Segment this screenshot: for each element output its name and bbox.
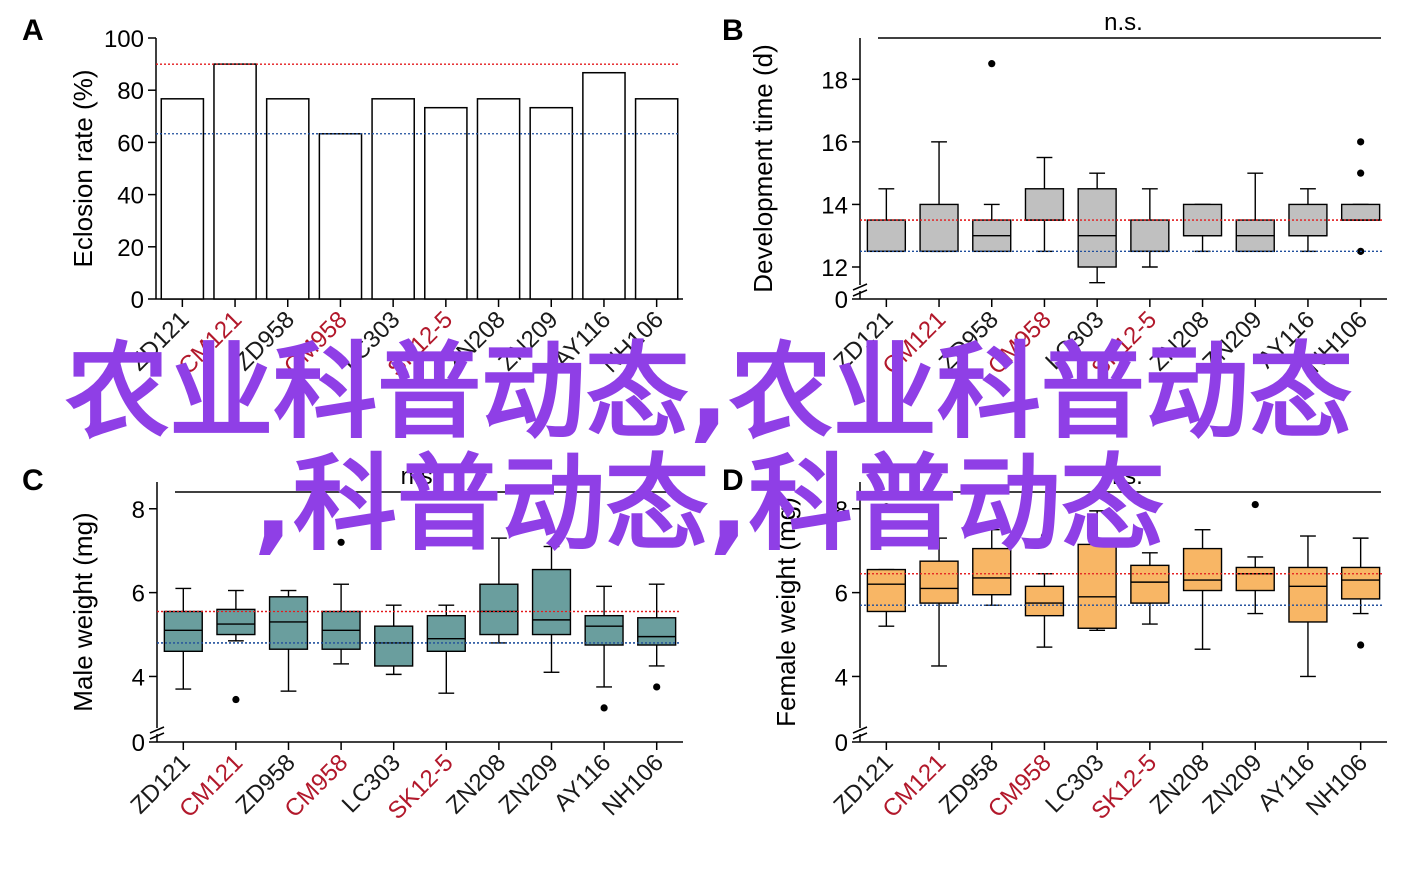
- box: [972, 547, 1012, 596]
- y-tick-label: 4: [835, 664, 848, 691]
- y-tick-label: 14: [821, 192, 848, 219]
- box: [584, 614, 624, 646]
- x-tick-label: ZN209: [494, 749, 564, 819]
- y-axis-label: Male weight (mg): [68, 512, 98, 711]
- outlier-point: [1040, 532, 1049, 540]
- outlier-point: [882, 503, 890, 511]
- panel-letter: B: [722, 14, 744, 47]
- significance-label: n.s.: [401, 463, 440, 490]
- bar: [582, 71, 626, 300]
- axis-break-mark: [149, 726, 165, 734]
- box: [866, 219, 907, 253]
- axis-break-mark: [852, 289, 868, 297]
- x-tick-label: ZN208: [1145, 306, 1215, 376]
- box: [1288, 566, 1328, 623]
- y-tick-label: 0: [131, 287, 144, 314]
- axis-break-mark: [852, 732, 868, 740]
- y-axis-label: Female weight (mg): [771, 497, 801, 727]
- axis-break-mark: [149, 732, 165, 740]
- bar: [476, 98, 521, 300]
- axis-break-mark: [852, 726, 868, 734]
- y-tick-label: 4: [132, 664, 145, 691]
- panel-letter: C: [22, 464, 44, 497]
- y-tick-label: 8: [132, 497, 145, 524]
- box: [1077, 188, 1117, 268]
- box: [163, 610, 203, 653]
- bar: [318, 133, 363, 300]
- y-tick-label: 60: [117, 130, 144, 157]
- bar: [371, 98, 415, 300]
- y-axis-label: Development time (d): [748, 44, 778, 293]
- outlier-point: [232, 695, 240, 704]
- x-tick-label: ZN208: [1145, 749, 1215, 819]
- outlier-point: [988, 60, 996, 68]
- box: [1235, 566, 1275, 592]
- outlier-point: [1251, 500, 1259, 509]
- y-tick-label: 6: [835, 581, 848, 608]
- y-tick-label: 18: [821, 67, 848, 94]
- panel-letter: D: [722, 464, 744, 497]
- x-tick-label: ZN209: [1197, 306, 1267, 376]
- box: [268, 596, 309, 650]
- box: [1077, 543, 1117, 629]
- y-tick-label: 100: [104, 26, 144, 53]
- y-tick-label: 16: [821, 130, 848, 157]
- y-tick-label: 0: [132, 730, 145, 757]
- y-tick-label: 20: [117, 235, 144, 262]
- box: [1024, 188, 1065, 221]
- y-tick-label: 40: [117, 183, 144, 210]
- box: [919, 203, 959, 253]
- box: [866, 568, 907, 613]
- y-axis-label: Eclosion rate (%): [68, 70, 98, 268]
- box: [1340, 566, 1381, 600]
- box: [637, 617, 677, 646]
- box: [1024, 585, 1065, 617]
- outlier-point: [1357, 138, 1365, 146]
- y-tick-label: 12: [821, 255, 848, 282]
- box: [1182, 547, 1223, 592]
- outlier-point: [653, 683, 661, 691]
- box: [1130, 564, 1170, 604]
- box: [531, 568, 572, 636]
- x-tick-label: ZN209: [1197, 749, 1267, 819]
- x-tick-label: ZN209: [493, 306, 563, 376]
- box: [426, 614, 466, 653]
- box: [919, 560, 959, 604]
- significance-label: n.s.: [1104, 463, 1143, 490]
- y-tick-label: 8: [835, 497, 848, 524]
- significance-label: n.s.: [1104, 9, 1143, 36]
- outlier-point: [337, 538, 345, 546]
- box: [216, 608, 256, 636]
- outlier-point: [1357, 169, 1365, 177]
- bar: [634, 98, 679, 300]
- bar: [265, 98, 310, 300]
- y-tick-label: 6: [132, 581, 145, 608]
- outlier-point: [1357, 641, 1365, 649]
- box: [1130, 219, 1170, 253]
- y-tick-label: 0: [835, 730, 848, 757]
- axis-break-mark: [852, 283, 868, 291]
- bar: [424, 106, 468, 300]
- box: [479, 583, 519, 636]
- outlier-point: [600, 704, 608, 712]
- bar: [160, 98, 205, 300]
- box: [374, 625, 414, 667]
- panel-letter: A: [22, 14, 44, 47]
- box: [1340, 203, 1381, 221]
- bar: [529, 106, 574, 300]
- x-tick-label: ZN208: [441, 749, 511, 819]
- bar: [213, 63, 257, 300]
- y-tick-label: 0: [835, 287, 848, 314]
- y-tick-label: 80: [117, 78, 144, 105]
- x-tick-label: ZN208: [441, 306, 511, 376]
